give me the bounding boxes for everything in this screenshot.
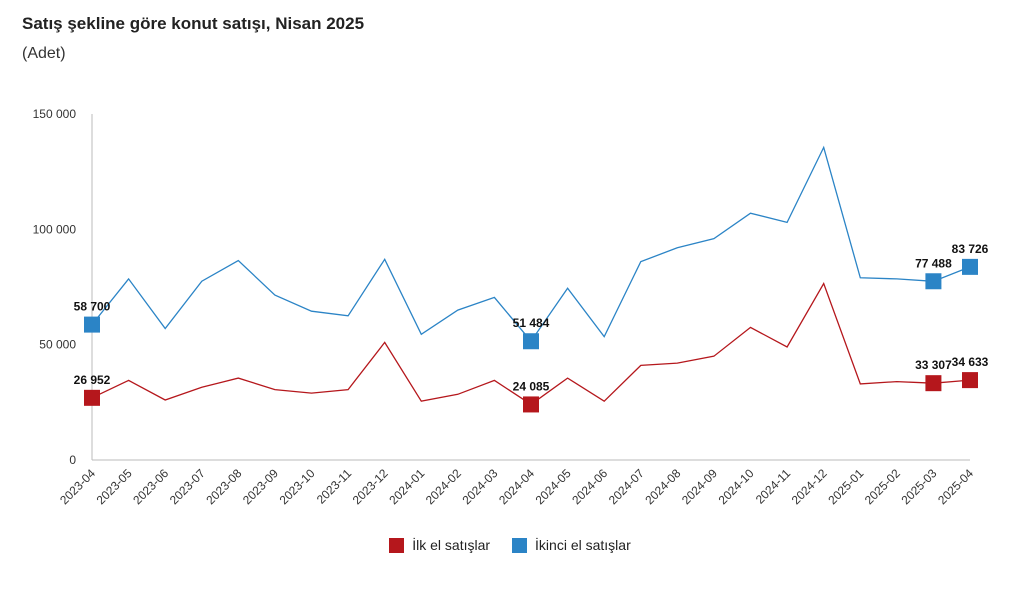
series-1-point-marker — [962, 372, 978, 389]
y-tick-label: 0 — [69, 453, 76, 467]
y-tick-label: 150 000 — [33, 107, 77, 121]
x-tick-label: 2024-01 — [386, 466, 427, 507]
x-tick-label: 2024-05 — [533, 466, 574, 507]
x-tick-label: 2024-11 — [753, 466, 794, 507]
x-tick-label: 2024-12 — [789, 466, 830, 507]
series-2-point-marker — [523, 333, 539, 350]
x-tick-label: 2024-06 — [569, 466, 610, 507]
series-2-data-label: 51 484 — [513, 316, 550, 330]
x-tick-label: 2024-08 — [642, 466, 683, 507]
series-1-point-marker — [523, 396, 539, 413]
x-tick-label: 2024-04 — [496, 466, 537, 507]
legend-label-series-2: İkinci el satışlar — [535, 537, 631, 553]
x-tick-label: 2024-02 — [423, 466, 464, 507]
x-tick-label: 2023-08 — [203, 466, 244, 507]
x-tick-label: 2023-10 — [277, 466, 318, 507]
series-2-data-label: 83 726 — [952, 242, 989, 256]
x-tick-label: 2024-07 — [606, 466, 647, 507]
x-tick-label: 2023-11 — [314, 466, 355, 507]
series-1-point-marker — [925, 375, 942, 392]
series-1-data-label: 33 307 — [915, 358, 952, 372]
x-tick-label: 2025-03 — [898, 466, 939, 507]
x-tick-label: 2025-01 — [825, 466, 866, 507]
series-line-2 — [91, 145, 971, 343]
x-tick-label: 2024-10 — [716, 466, 757, 507]
series-1-data-label: 26 952 — [74, 373, 111, 387]
series-2-data-label: 77 488 — [915, 256, 952, 270]
series-1-data-label: 34 633 — [952, 355, 989, 369]
chart-subtitle: (Adet) — [22, 45, 66, 62]
chart-title: Satış şekline göre konut satışı, Nisan 2… — [22, 14, 365, 33]
x-tick-label: 2024-09 — [679, 466, 720, 507]
x-tick-label: 2023-04 — [57, 466, 98, 507]
series-1-data-label: 24 085 — [513, 379, 550, 393]
legend-swatch-series-2 — [512, 537, 528, 553]
y-tick-label: 50 000 — [39, 338, 76, 352]
series-2-point-marker — [962, 258, 978, 275]
x-tick-label: 2023-06 — [130, 466, 171, 507]
x-tick-label: 2024-03 — [459, 466, 500, 507]
legend-item-series-1[interactable]: İlk el satışlar — [389, 537, 490, 553]
x-tick-label: 2023-09 — [240, 466, 281, 507]
series-2-data-label: 58 700 — [74, 300, 111, 314]
series-2-point-marker — [84, 316, 100, 333]
x-tick-label: 2023-05 — [94, 466, 135, 507]
legend-label-series-1: İlk el satışlar — [412, 537, 491, 553]
x-tick-label: 2023-07 — [167, 466, 208, 507]
x-tick-label: 2025-02 — [862, 466, 903, 507]
chart-legend: İlk el satışlar İkinci el satışlar — [0, 537, 1020, 553]
legend-item-series-2[interactable]: İkinci el satışlar — [512, 537, 631, 553]
y-tick-label: 100 000 — [33, 222, 77, 236]
series-2-point-marker — [925, 273, 942, 290]
series-1-point-marker — [84, 389, 100, 406]
x-tick-label: 2023-12 — [350, 466, 391, 507]
x-tick-label: 2025-04 — [935, 466, 976, 507]
legend-swatch-series-1 — [389, 537, 405, 553]
